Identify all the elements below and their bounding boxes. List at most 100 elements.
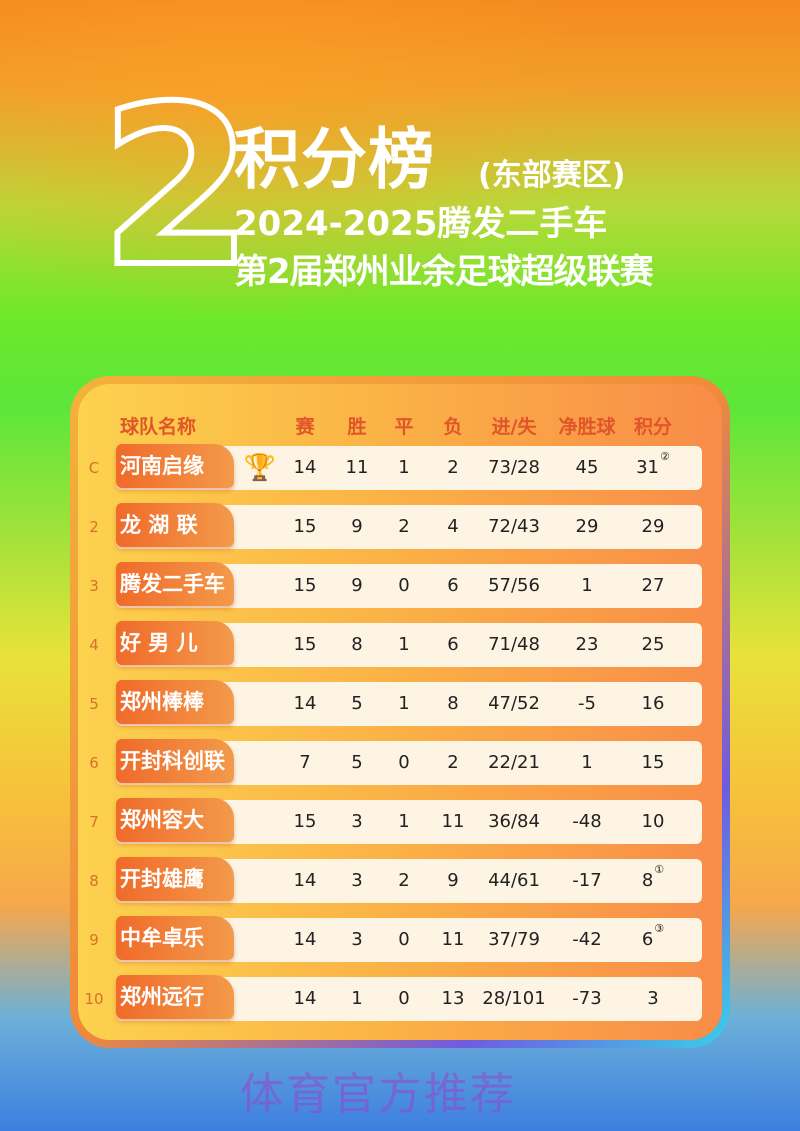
cell-gf_ga: 57/56 [488, 575, 540, 596]
points-value: 8 [641, 870, 654, 891]
rank: 3 [89, 577, 99, 595]
table-row: 5 郑州棒棒 14 5 1 8 47/52 -5 16 [78, 680, 722, 726]
rank: C [88, 459, 100, 477]
cell-played: 7 [299, 752, 311, 773]
cell-won: 1 [351, 988, 363, 1009]
points-value: 16 [641, 693, 665, 714]
poster-title: 积分榜 [234, 120, 435, 198]
cell-lost: 13 [441, 988, 465, 1009]
cell-pts: 27 [642, 564, 665, 608]
cell-played: 14 [293, 870, 317, 891]
cell-pts: 25 [642, 623, 665, 667]
cell-gd: 29 [575, 516, 599, 537]
header-goal-diff: 净胜球 [558, 416, 616, 438]
cell-lost: 2 [447, 457, 459, 478]
cell-played: 14 [293, 929, 317, 950]
cell-lost: 11 [441, 811, 465, 832]
cell-pts: 31② [636, 446, 670, 490]
cell-drawn: 1 [398, 457, 410, 478]
team-name: 郑州容大 [116, 798, 234, 842]
table-row: 7 郑州容大 15 3 1 11 36/84 -48 10 [78, 798, 722, 844]
number-2-graphic: 2 [97, 59, 256, 315]
points-value: 27 [641, 575, 665, 596]
points-note: ① [654, 863, 665, 876]
points-value: 25 [641, 634, 665, 655]
cell-won: 3 [351, 870, 363, 891]
team-name: 开封雄鹰 [116, 857, 234, 901]
cell-played: 15 [293, 575, 317, 596]
rank: 6 [89, 754, 99, 772]
cell-played: 15 [293, 811, 317, 832]
cell-gd: -48 [572, 811, 602, 832]
table-row: 2 龙 湖 联 15 9 2 4 72/43 29 29 [78, 503, 722, 549]
cell-played: 14 [293, 988, 317, 1009]
cell-gf_ga: 36/84 [488, 811, 540, 832]
cell-gd: -73 [572, 988, 602, 1009]
cell-gf_ga: 28/101 [482, 988, 546, 1009]
cell-drawn: 0 [398, 575, 410, 596]
table-row: 6 开封科创联 7 5 0 2 22/21 1 15 [78, 739, 722, 785]
cell-drawn: 2 [398, 870, 410, 891]
cell-won: 8 [351, 634, 363, 655]
cell-lost: 6 [447, 575, 459, 596]
cell-pts: 6③ [642, 918, 664, 962]
points-value: 6 [641, 929, 654, 950]
cell-gf_ga: 37/79 [488, 929, 540, 950]
team-name: 开封科创联 [116, 739, 234, 783]
cell-gf_ga: 44/61 [488, 870, 540, 891]
cell-gf_ga: 47/52 [488, 693, 540, 714]
team-name: 腾发二手车 [116, 562, 234, 606]
cell-pts: 29 [642, 505, 665, 549]
cell-drawn: 2 [398, 516, 410, 537]
header-won: 胜 [347, 416, 367, 438]
cell-won: 9 [351, 516, 363, 537]
cell-gd: 23 [575, 634, 599, 655]
table-row: 3 腾发二手车 15 9 0 6 57/56 1 27 [78, 562, 722, 608]
cell-won: 3 [351, 811, 363, 832]
cell-gf_ga: 73/28 [488, 457, 540, 478]
cell-played: 14 [293, 457, 317, 478]
cell-won: 5 [351, 752, 363, 773]
cell-played: 15 [293, 516, 317, 537]
points-value: 15 [641, 752, 665, 773]
league-name-line: 第2届郑州业余足球超级联赛 [234, 252, 654, 292]
trophy-icon: 🏆 [243, 453, 277, 483]
header-played: 赛 [295, 416, 315, 438]
cell-lost: 6 [447, 634, 459, 655]
cell-drawn: 0 [398, 752, 410, 773]
cell-lost: 9 [447, 870, 459, 891]
cell-pts: 10 [642, 800, 665, 844]
cell-pts: 16 [642, 682, 665, 726]
header-points: 积分 [633, 416, 673, 438]
cell-drawn: 0 [398, 988, 410, 1009]
cell-drawn: 1 [398, 693, 410, 714]
cell-played: 15 [293, 634, 317, 655]
cell-lost: 2 [447, 752, 459, 773]
cell-won: 11 [345, 457, 369, 478]
cell-gd: 1 [581, 575, 593, 596]
team-name: 郑州棒棒 [116, 680, 234, 724]
team-name: 好 男 儿 [116, 621, 234, 665]
rank: 9 [89, 931, 99, 949]
team-name: 河南启缘 [116, 444, 234, 488]
points-value: 10 [641, 811, 665, 832]
standings-panel: 球队名称赛胜平负进/失 净胜球 积分 C 河南启缘 🏆 14 11 1 2 73/28 45 31②… [70, 376, 730, 1048]
cell-gf_ga: 72/43 [488, 516, 540, 537]
table-row: 8 开封雄鹰 14 3 2 9 44/61 -17 8① [78, 857, 722, 903]
cell-lost: 8 [447, 693, 459, 714]
rank: 7 [89, 813, 99, 831]
team-name: 龙 湖 联 [116, 503, 234, 547]
cell-gf_ga: 22/21 [488, 752, 540, 773]
header-lost: 负 [443, 416, 463, 438]
cell-lost: 11 [441, 929, 465, 950]
points-note: ③ [654, 922, 665, 935]
cell-pts: 15 [642, 741, 665, 785]
season-sponsor-line: 2024-2025腾发二手车 [234, 204, 608, 244]
cell-gf_ga: 71/48 [488, 634, 540, 655]
header-drawn: 平 [394, 416, 414, 438]
standings-table: 球队名称赛胜平负进/失 净胜球 积分 C 河南启缘 🏆 14 11 1 2 73/28 45 31②… [78, 384, 722, 1040]
poster-subtitle: (东部赛区) [478, 158, 626, 193]
cell-gd: -5 [578, 693, 596, 714]
cell-gd: -42 [572, 929, 602, 950]
header-goals: 进/失 [491, 416, 537, 438]
